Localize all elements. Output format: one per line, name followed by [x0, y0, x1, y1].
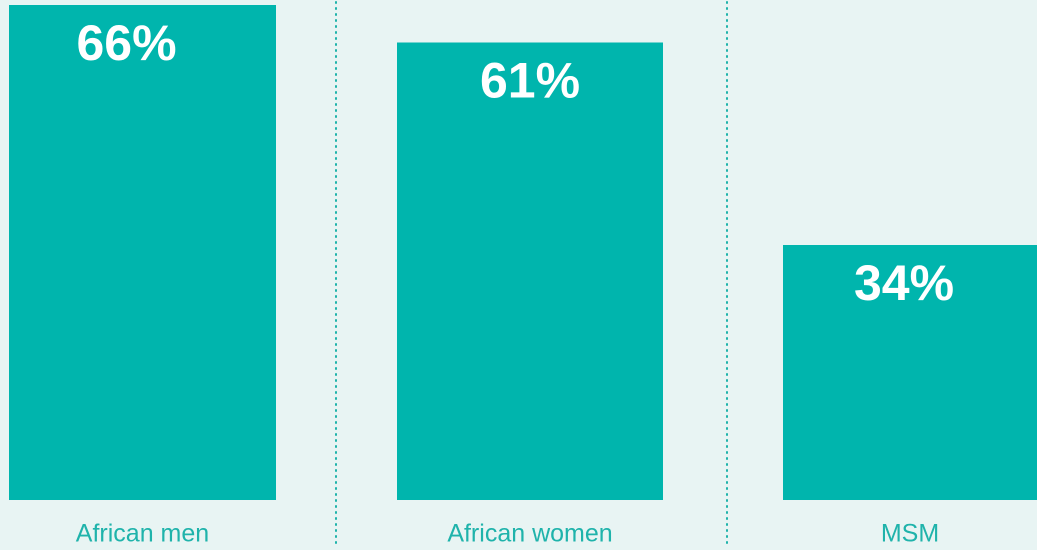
value-label: 66% — [76, 15, 176, 71]
x-tick-label: African men — [76, 520, 209, 548]
x-tick-label: MSM — [881, 520, 939, 548]
bar — [9, 5, 276, 500]
bar — [397, 42, 663, 500]
value-label: 34% — [854, 255, 954, 311]
bar — [783, 245, 1037, 500]
value-label: 61% — [480, 53, 580, 109]
x-tick-label: African women — [447, 520, 612, 548]
